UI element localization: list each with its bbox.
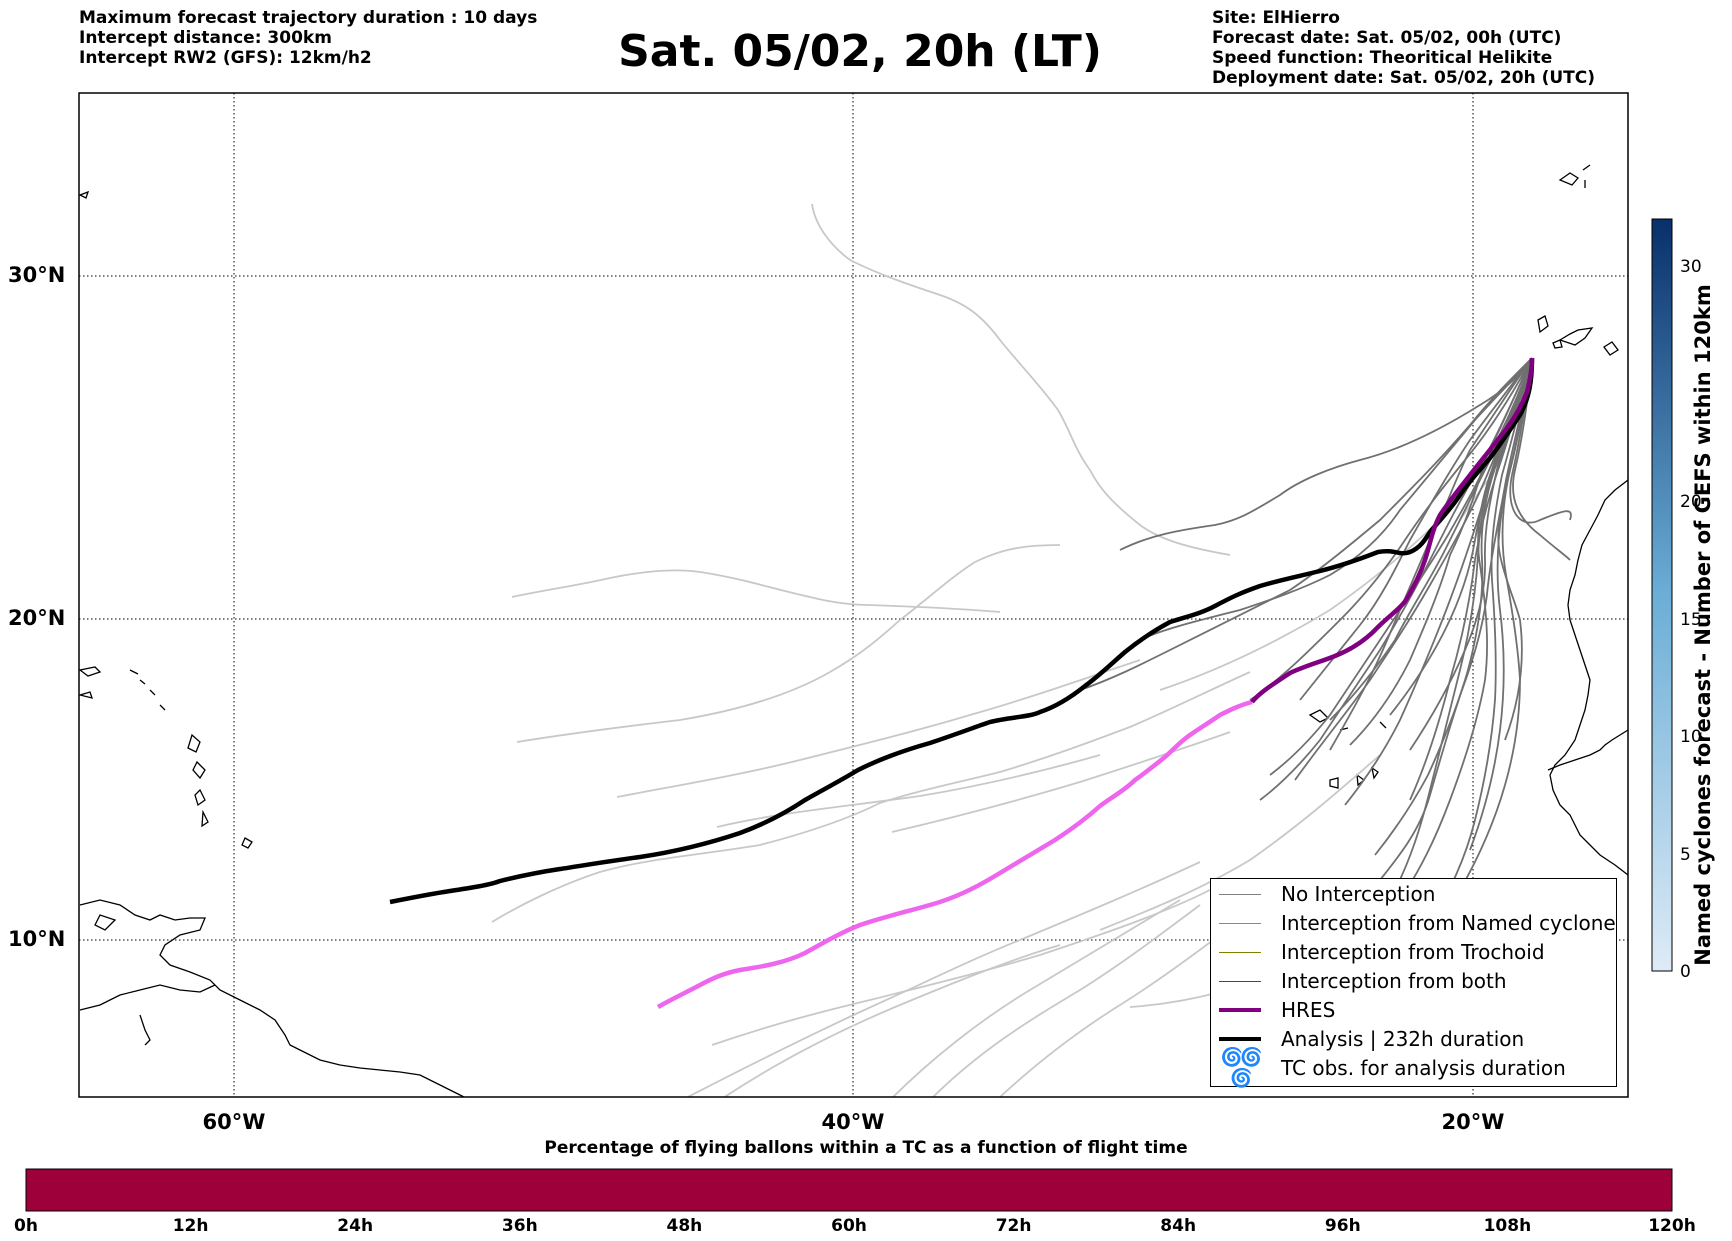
time-tick-label: 72h (995, 1216, 1032, 1236)
time-bar (25, 1168, 1673, 1212)
legend-label: TC obs. for analysis duration (1281, 1056, 1566, 1080)
lat-label-10n: 10°N (8, 927, 66, 951)
lat-label-30n: 30°N (8, 263, 66, 287)
colorbar-tick-10: 10 (1680, 727, 1702, 747)
legend-item-trochoid: Interception from Trochoid (1219, 938, 1545, 966)
time-bar-title: Percentage of flying ballons within a TC… (544, 1138, 1188, 1158)
legend-label: Interception from both (1281, 969, 1507, 993)
legend-swatch-olive (1219, 951, 1261, 953)
legend-swatch-green (1219, 980, 1261, 982)
time-tick-label: 12h (172, 1216, 209, 1236)
colorbar-tick-5: 5 (1680, 845, 1691, 865)
max-duration-text: Maximum forecast trajectory duration : 1… (79, 8, 538, 28)
time-tick-label: 24h (337, 1216, 374, 1236)
colorbar-tick-30: 30 (1680, 257, 1702, 277)
speed-function-text: Speed function: Theoritical Helikite (1212, 48, 1553, 68)
legend-item-analysis: Analysis | 232h duration (1219, 1025, 1524, 1053)
hres-track-magenta (656, 699, 1253, 1009)
colorbar-label-text: Named cyclones forecast - Number of GEFS… (1691, 284, 1715, 966)
map-frame (78, 92, 1629, 1098)
lon-label-20w: 20°W (1441, 1110, 1505, 1134)
legend-swatch-purple (1219, 1008, 1261, 1012)
lon-label-60w: 60°W (202, 1110, 266, 1134)
legend-label: Analysis | 232h duration (1281, 1027, 1525, 1051)
lon-label-40w: 40°W (821, 1110, 885, 1134)
tc-symbol-icon: 🌀🌀🌀 (1220, 1047, 1263, 1089)
header-left-info: Maximum forecast trajectory duration : 1… (79, 8, 537, 68)
coastlines (79, 164, 1628, 1097)
deployment-date-text: Deployment date: Sat. 05/02, 20h (UTC) (1212, 68, 1596, 88)
cyclone-colorbar (1651, 218, 1673, 972)
colorbar-tick-0: 0 (1680, 962, 1691, 982)
time-tick-label: 0h (14, 1216, 38, 1236)
time-tick-label: 96h (1324, 1216, 1361, 1236)
hres-track-purple (1250, 357, 1535, 704)
legend-swatch-orange (1219, 922, 1261, 924)
time-tick-label: 60h (831, 1216, 867, 1236)
legend: No Interception Interception from Named … (1210, 878, 1617, 1089)
lat-label-20n: 20°N (8, 606, 66, 630)
time-tick-label: 108h (1483, 1216, 1532, 1236)
page-title: Sat. 05/02, 20h (LT) (618, 26, 1102, 77)
colorbar-tick-15: 15 (1680, 610, 1702, 630)
legend-item-both: Interception from both (1219, 967, 1507, 995)
forecast-date-text: Forecast date: Sat. 05/02, 00h (UTC) (1212, 28, 1562, 48)
intercept-rw2-text: Intercept RW2 (GFS): 12km/h2 (79, 48, 372, 68)
legend-item-tc-obs: 🌀🌀🌀 TC obs. for analysis duration (1219, 1047, 1566, 1089)
time-tick-label: 120h (1648, 1216, 1696, 1236)
legend-label: Interception from Named cyclone (1281, 911, 1616, 935)
legend-swatch-black (1219, 1037, 1261, 1041)
intercept-distance-text: Intercept distance: 300km (79, 28, 332, 48)
site-text: Site: ElHierro (1212, 8, 1340, 28)
colorbar-tick-20: 20 (1680, 492, 1702, 512)
time-tick-label: 48h (666, 1216, 703, 1236)
analysis-track (389, 357, 1535, 905)
legend-item-no-interception: No Interception (1219, 880, 1435, 908)
legend-label: Interception from Trochoid (1281, 940, 1545, 964)
legend-item-named-cyclone: Interception from Named cyclone (1219, 909, 1616, 937)
legend-label: No Interception (1281, 882, 1436, 906)
header-right-info: Site: ElHierro Forecast date: Sat. 05/02… (1212, 8, 1595, 88)
legend-item-hres: HRES (1219, 996, 1335, 1024)
time-tick-label: 36h (501, 1216, 538, 1236)
time-tick-label: 84h (1160, 1216, 1197, 1236)
legend-swatch-grey (1219, 893, 1261, 895)
legend-label: HRES (1281, 998, 1336, 1022)
